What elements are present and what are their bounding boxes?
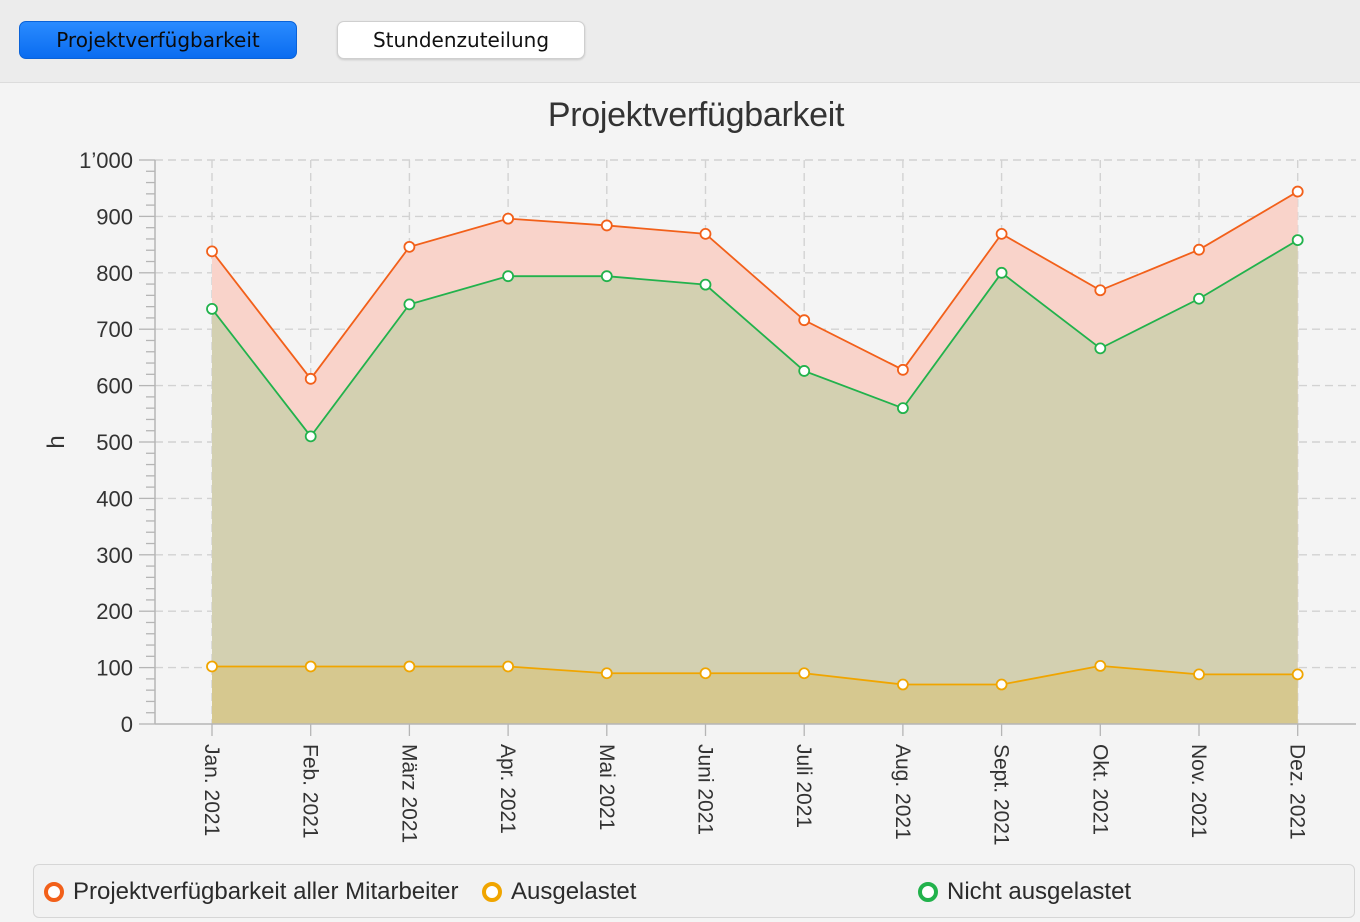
data-point (897, 402, 909, 415)
legend-item-ausgelastet: Ausgelastet (482, 865, 636, 919)
data-point (206, 302, 218, 315)
legend-marker-icon (482, 882, 502, 902)
data-point (206, 660, 218, 673)
data-point (1094, 342, 1107, 355)
data-point (304, 430, 317, 443)
legend-item-nicht-ausgelastet: Nicht ausgelastet (918, 865, 1131, 919)
x-tick-label: Feb. 2021 (299, 744, 322, 839)
data-point (600, 667, 613, 680)
data-point (897, 678, 909, 691)
data-point (403, 240, 416, 253)
data-point (600, 219, 613, 232)
data-point (897, 363, 909, 376)
y-tick-label: 300 (96, 543, 133, 568)
data-point (1094, 284, 1107, 297)
legend-marker-icon (918, 882, 938, 902)
data-point (798, 365, 811, 377)
area-ausgelastet (212, 665, 1298, 724)
data-point (1193, 243, 1205, 256)
y-tick-label: 400 (96, 486, 133, 511)
area-nicht-ausgelastet (212, 240, 1298, 724)
x-tick-label: Juni 2021 (694, 744, 717, 835)
y-axis-label: h (43, 435, 70, 448)
data-point (502, 270, 515, 283)
legend-label: Ausgelastet (511, 878, 637, 905)
y-tick-label: 800 (96, 261, 133, 286)
x-tick-label: Sept. 2021 (990, 744, 1013, 846)
y-tick-label: 200 (96, 599, 133, 624)
data-point (699, 227, 712, 240)
x-tick-label: Jan. 2021 (200, 744, 223, 836)
x-tick-label: Nov. 2021 (1187, 744, 1210, 838)
y-tick-label: 1’000 (79, 148, 133, 173)
y-tick-label: 0 (121, 712, 133, 737)
data-point (502, 660, 515, 673)
data-point (798, 667, 811, 680)
x-tick-label: Dez. 2021 (1286, 744, 1309, 840)
data-point (403, 298, 416, 311)
data-point (995, 266, 1008, 279)
x-tick-label: Mai 2021 (595, 744, 618, 830)
data-point (600, 270, 613, 283)
data-point (1094, 660, 1107, 672)
data-point (995, 678, 1008, 691)
x-tick-label: Okt. 2021 (1088, 744, 1111, 835)
series-line (211, 239, 1299, 438)
y-tick-label: 900 (96, 204, 133, 229)
data-point (502, 212, 515, 225)
x-tick-label: Aug. 2021 (891, 744, 914, 840)
series-line (212, 665, 1298, 686)
x-tick-label: Apr. 2021 (496, 744, 519, 834)
chart-title: Projektverfügbarkeit (547, 96, 845, 134)
data-point (206, 245, 218, 258)
y-tick-label: 600 (96, 374, 133, 399)
legend: Projektverfügbarkeit aller Mitarbeiter A… (33, 864, 1355, 918)
data-point (1193, 292, 1205, 305)
y-tick-label: 700 (96, 317, 133, 342)
legend-marker-icon (44, 882, 64, 902)
x-tick-label: Juli 2021 (792, 744, 815, 828)
data-point (304, 660, 317, 673)
legend-item-projektverfuegbarkeit: Projektverfügbarkeit aller Mitarbeiter (44, 865, 459, 919)
y-tick-label: 100 (96, 656, 133, 681)
data-point (995, 227, 1008, 240)
x-tick-label: März 2021 (397, 744, 420, 843)
legend-label: Nicht ausgelastet (947, 878, 1132, 905)
data-point (304, 372, 317, 385)
series-line (211, 190, 1299, 381)
legend-label: Projektverfügbarkeit aller Mitarbeiter (73, 878, 459, 905)
data-point (1291, 668, 1304, 681)
toolbar: Projektverfügbarkeit Stundenzuteilung (0, 0, 1360, 83)
data-point (1193, 668, 1205, 681)
data-point (1291, 234, 1304, 246)
data-point (1291, 185, 1304, 198)
data-point (798, 314, 811, 327)
tab-projektverfuegbarkeit[interactable]: Projektverfügbarkeit (19, 21, 297, 59)
y-tick-label: 500 (96, 430, 133, 455)
data-point (403, 660, 416, 673)
tab-stundenzuteilung[interactable]: Stundenzuteilung (337, 21, 585, 59)
data-point (699, 278, 712, 291)
data-point (699, 667, 712, 680)
